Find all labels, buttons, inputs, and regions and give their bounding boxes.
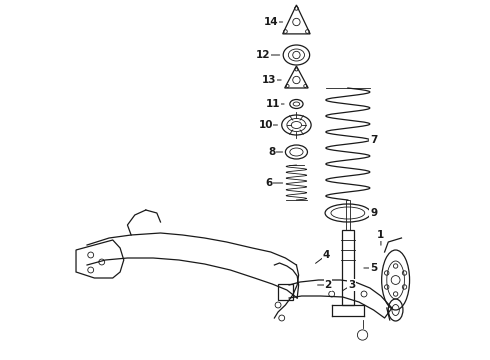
Text: 5: 5: [370, 263, 377, 273]
Text: 13: 13: [262, 75, 276, 85]
Text: 11: 11: [266, 99, 280, 109]
Text: 7: 7: [370, 135, 377, 145]
Text: 9: 9: [370, 208, 377, 218]
Text: 10: 10: [258, 120, 273, 130]
Text: 14: 14: [264, 17, 278, 27]
Bar: [346, 200, 350, 230]
Text: 6: 6: [266, 178, 273, 188]
Text: 1: 1: [377, 230, 385, 240]
Text: 3: 3: [348, 280, 355, 290]
Text: 12: 12: [256, 50, 270, 60]
Text: 2: 2: [324, 280, 332, 290]
Bar: [342, 230, 354, 305]
Text: 4: 4: [323, 250, 330, 260]
Text: 8: 8: [269, 147, 276, 157]
Bar: [278, 284, 293, 300]
